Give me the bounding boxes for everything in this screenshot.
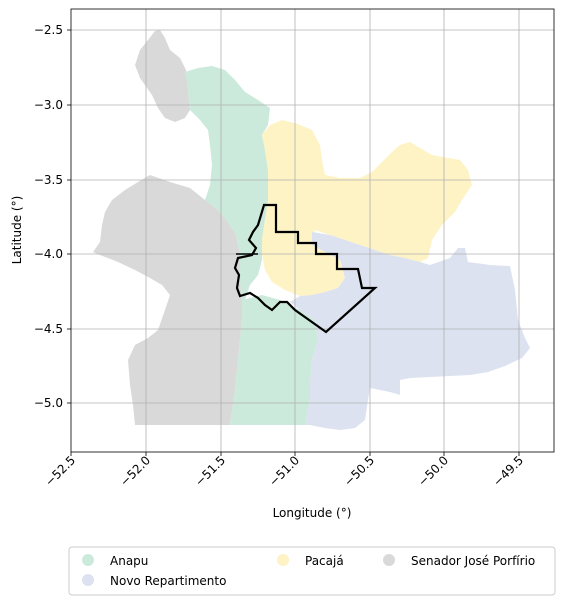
legend-label-pacaja: Pacajá <box>305 554 344 568</box>
legend-marker-novo-repartimento <box>82 574 94 586</box>
legend-frame <box>68 546 556 596</box>
x-axis-title: Longitude (°) <box>273 506 352 520</box>
x-tick-label: −49.5 <box>490 453 526 489</box>
y-tick-label: −5.0 <box>34 396 63 410</box>
y-tick-label: −4.5 <box>34 322 63 336</box>
region-pacaja <box>262 120 472 296</box>
x-tick-label: −52.5 <box>42 453 78 489</box>
x-tick-label: −50.5 <box>341 453 377 489</box>
legend-label-anapu: Anapu <box>110 554 148 568</box>
y-tick-label: −4.0 <box>34 247 63 261</box>
legend-label-senador-jose-porfirio: Senador José Porfírio <box>411 554 535 568</box>
y-ticks <box>67 29 71 404</box>
plot-frame <box>70 8 555 453</box>
legend-marker-pacaja <box>277 554 289 566</box>
region-anapu <box>185 66 318 425</box>
legend-marker-senador-jose-porfirio <box>383 554 395 566</box>
y-tick-label: −3.0 <box>34 98 63 112</box>
x-ticks <box>70 452 520 456</box>
x-tick-label: −52.0 <box>117 453 153 489</box>
y-axis-title: Latitude (°) <box>10 196 24 265</box>
legend-label-novo-repartimento: Novo Repartimento <box>110 574 226 588</box>
y-tick-labels: −2.5 −3.0 −3.5 −4.0 −4.5 −5.0 <box>34 23 63 410</box>
y-tick-label: −2.5 <box>34 23 63 37</box>
region-layer <box>93 30 530 430</box>
legend-marker-anapu <box>82 554 94 566</box>
x-tick-labels: −52.5 −52.0 −51.5 −51.0 −50.5 −50.0 −49.… <box>42 453 526 489</box>
region-novo-repartimento <box>290 232 530 430</box>
legend: Anapu Novo Repartimento Pacajá Senador J… <box>68 546 556 596</box>
x-tick-label: −51.5 <box>192 453 228 489</box>
x-tick-label: −50.0 <box>415 453 451 489</box>
x-tick-label: −51.0 <box>266 453 302 489</box>
y-tick-label: −3.5 <box>34 173 63 187</box>
gridlines <box>71 9 554 452</box>
region-senador-jose-porfirio <box>93 30 242 425</box>
boundary-outline <box>233 203 378 334</box>
